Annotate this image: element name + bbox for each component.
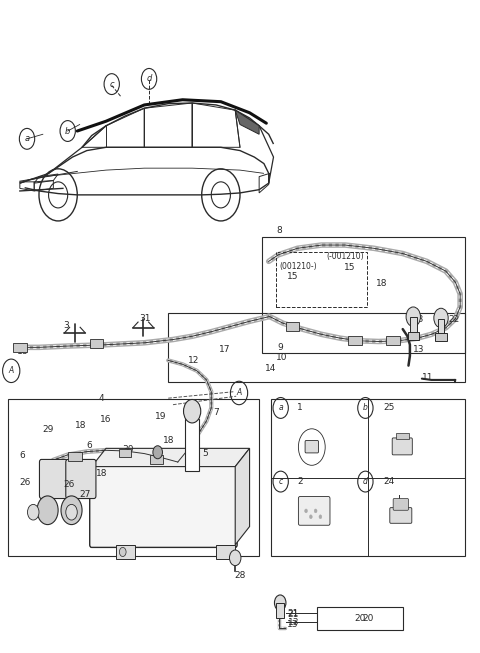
- Text: 10: 10: [276, 353, 288, 362]
- Text: 18: 18: [75, 421, 86, 430]
- Circle shape: [434, 308, 448, 328]
- Text: 30: 30: [123, 445, 134, 453]
- FancyBboxPatch shape: [150, 455, 163, 464]
- Circle shape: [314, 509, 317, 513]
- Circle shape: [120, 547, 126, 556]
- Text: a: a: [24, 135, 30, 144]
- Circle shape: [310, 515, 312, 518]
- FancyBboxPatch shape: [13, 343, 26, 352]
- Text: 24: 24: [384, 477, 395, 486]
- Text: 9: 9: [277, 343, 283, 352]
- Circle shape: [61, 496, 82, 524]
- Polygon shape: [235, 110, 259, 135]
- Text: 21: 21: [287, 609, 298, 618]
- FancyBboxPatch shape: [386, 336, 400, 345]
- Text: (001210-): (001210-): [279, 262, 317, 271]
- FancyBboxPatch shape: [393, 498, 408, 510]
- Text: 23: 23: [412, 315, 424, 325]
- FancyBboxPatch shape: [286, 322, 300, 331]
- Text: 11: 11: [422, 373, 433, 382]
- Text: 12: 12: [188, 356, 200, 365]
- Circle shape: [37, 496, 58, 524]
- Circle shape: [66, 504, 77, 520]
- Text: 8: 8: [276, 225, 282, 234]
- FancyBboxPatch shape: [120, 449, 132, 457]
- Text: b: b: [363, 404, 368, 413]
- Text: 21: 21: [287, 610, 298, 619]
- Text: c: c: [109, 80, 114, 89]
- Text: 6: 6: [86, 441, 92, 450]
- FancyBboxPatch shape: [317, 607, 403, 630]
- FancyBboxPatch shape: [68, 453, 82, 462]
- FancyBboxPatch shape: [348, 336, 361, 345]
- FancyBboxPatch shape: [39, 460, 72, 498]
- Text: 7: 7: [214, 408, 219, 417]
- FancyBboxPatch shape: [299, 496, 330, 525]
- Text: 13: 13: [288, 618, 300, 628]
- Text: c: c: [278, 477, 283, 486]
- Text: 18: 18: [162, 436, 174, 445]
- Text: 6: 6: [19, 451, 24, 460]
- FancyBboxPatch shape: [305, 441, 319, 453]
- Text: 26: 26: [63, 480, 74, 488]
- Text: 20: 20: [354, 614, 365, 623]
- FancyBboxPatch shape: [66, 460, 96, 498]
- Text: d: d: [146, 74, 152, 84]
- Text: a: a: [278, 404, 283, 413]
- Text: 28: 28: [234, 571, 246, 580]
- Text: d: d: [363, 477, 368, 486]
- Text: 27: 27: [80, 490, 91, 499]
- Text: 4: 4: [99, 394, 105, 403]
- Text: A: A: [237, 389, 241, 398]
- FancyBboxPatch shape: [276, 603, 284, 618]
- Circle shape: [153, 446, 162, 459]
- Text: 13: 13: [287, 620, 299, 629]
- Text: 13: 13: [413, 345, 425, 354]
- Text: 22: 22: [448, 315, 459, 325]
- Text: A: A: [9, 366, 14, 375]
- FancyBboxPatch shape: [90, 464, 237, 547]
- Text: 17: 17: [218, 345, 230, 354]
- FancyBboxPatch shape: [408, 332, 419, 340]
- Text: 16: 16: [100, 415, 112, 424]
- FancyBboxPatch shape: [410, 317, 417, 333]
- Text: 19: 19: [155, 412, 166, 421]
- FancyBboxPatch shape: [90, 339, 103, 348]
- Polygon shape: [116, 545, 135, 559]
- Text: 26: 26: [19, 479, 30, 487]
- Text: 14: 14: [265, 364, 276, 374]
- FancyBboxPatch shape: [438, 319, 444, 334]
- Polygon shape: [235, 449, 250, 545]
- Circle shape: [229, 550, 241, 565]
- Text: 5: 5: [203, 449, 208, 458]
- Text: 18: 18: [376, 279, 388, 288]
- FancyBboxPatch shape: [435, 333, 447, 341]
- FancyBboxPatch shape: [185, 419, 199, 471]
- Text: 3: 3: [63, 321, 69, 330]
- Polygon shape: [92, 449, 250, 467]
- Text: (-001210): (-001210): [326, 251, 364, 261]
- FancyBboxPatch shape: [390, 507, 412, 523]
- Text: 20: 20: [362, 614, 374, 623]
- Text: 15: 15: [344, 263, 356, 272]
- Circle shape: [183, 400, 201, 423]
- Polygon shape: [216, 545, 235, 559]
- Circle shape: [406, 307, 420, 326]
- Text: 1: 1: [298, 404, 303, 413]
- Text: 18: 18: [17, 347, 29, 356]
- FancyBboxPatch shape: [396, 433, 409, 439]
- Text: 18: 18: [96, 469, 108, 477]
- Circle shape: [319, 515, 322, 518]
- Circle shape: [305, 509, 308, 513]
- Text: b: b: [65, 127, 71, 136]
- Circle shape: [275, 595, 286, 611]
- Text: 29: 29: [43, 425, 54, 434]
- Text: 25: 25: [384, 404, 395, 413]
- FancyBboxPatch shape: [392, 438, 412, 455]
- Circle shape: [27, 504, 39, 520]
- Text: 2: 2: [298, 477, 303, 486]
- Text: 31: 31: [140, 314, 151, 323]
- Text: 15: 15: [287, 272, 299, 281]
